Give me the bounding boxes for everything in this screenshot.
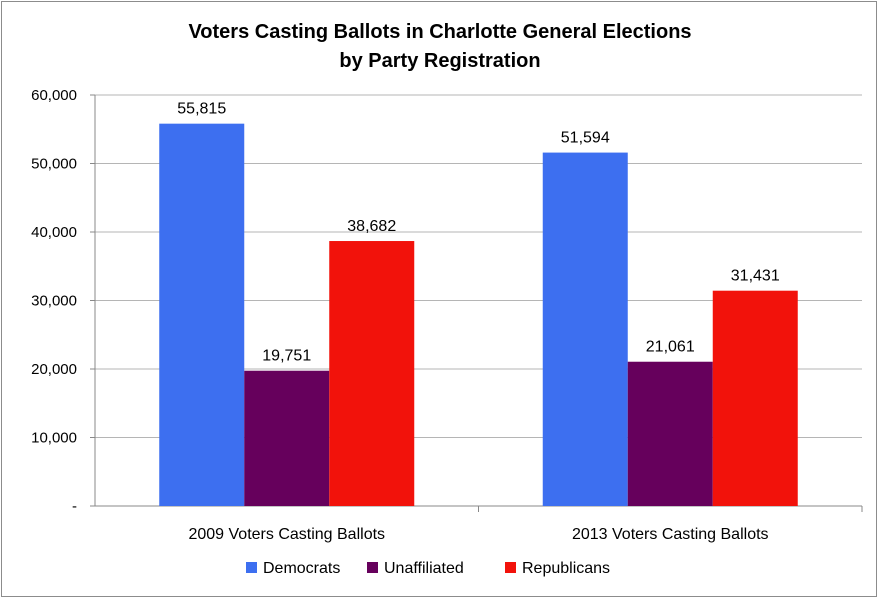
y-tick-label: 50,000 <box>31 156 77 173</box>
legend-swatch-republicans <box>505 562 516 573</box>
bar-republicans <box>329 241 415 506</box>
y-tick-label: 20,000 <box>31 361 77 378</box>
data-label: 38,682 <box>347 218 396 235</box>
legend: Democrats Unaffiliated Republicans <box>246 560 610 577</box>
data-label: 31,431 <box>731 268 780 285</box>
bar-unaffiliated <box>244 370 330 506</box>
legend-label: Unaffiliated <box>384 560 464 577</box>
bar-unaffiliated <box>627 361 713 506</box>
data-label: 19,751 <box>262 348 311 365</box>
data-label: 55,815 <box>177 101 226 118</box>
y-tick-label: 30,000 <box>31 293 77 310</box>
x-category-label: 2013 Voters Casting Ballots <box>572 526 769 543</box>
y-tick-label: 10,000 <box>31 430 77 447</box>
legend-label: Republicans <box>522 560 610 577</box>
x-category-label: 2009 Voters Casting Ballots <box>188 526 385 543</box>
data-label: 51,594 <box>561 130 610 147</box>
bar-republicans <box>712 290 798 506</box>
y-tick-label: 40,000 <box>31 224 77 241</box>
legend-label: Democrats <box>263 560 340 577</box>
legend-swatch-unaffiliated <box>367 562 378 573</box>
bar-democrats <box>159 123 245 507</box>
y-tick-label: 60,000 <box>31 87 77 104</box>
chart-title-line-2: by Party Registration <box>339 50 540 72</box>
data-labels: 55,815 19,751 38,682 51,594 21,061 31,431 <box>177 101 780 365</box>
legend-swatch-democrats <box>246 562 257 573</box>
bars <box>159 123 798 507</box>
y-tick-label: - <box>72 498 77 515</box>
chart-title-line-1: Voters Casting Ballots in Charlotte Gene… <box>188 21 691 43</box>
bar-democrats <box>542 152 628 506</box>
data-label: 21,061 <box>646 339 695 356</box>
